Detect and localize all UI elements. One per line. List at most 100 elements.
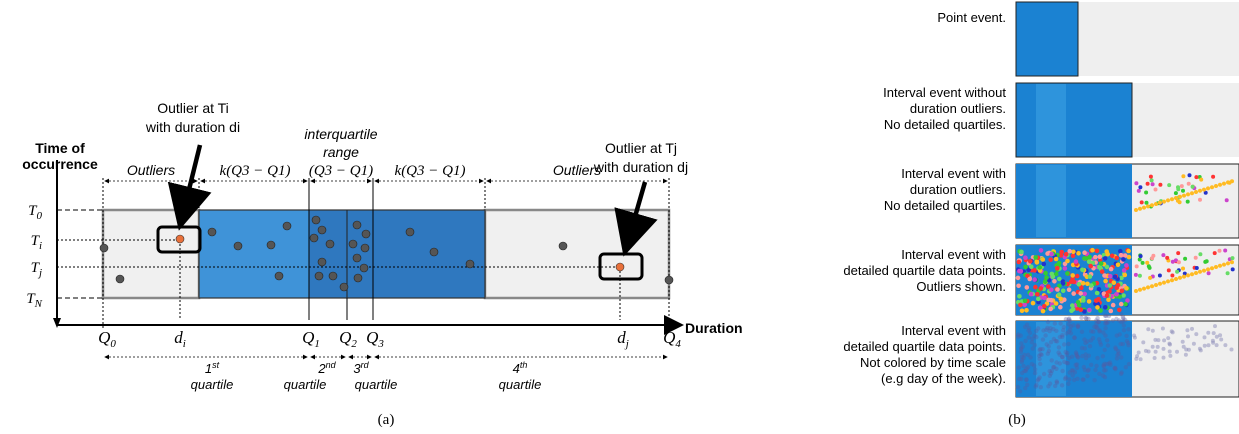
callout-right-line1: Outlier at Tj bbox=[605, 140, 677, 156]
event-dot bbox=[1033, 384, 1038, 389]
event-dot bbox=[1086, 259, 1092, 265]
event-dot bbox=[1023, 385, 1028, 391]
event-dot bbox=[1026, 328, 1031, 333]
quartile-1-ordinal: 1st bbox=[205, 360, 220, 376]
quartile-2-word: quartile bbox=[284, 377, 327, 392]
event-dot bbox=[1023, 264, 1028, 270]
event-dot bbox=[1075, 354, 1080, 359]
event-dot bbox=[1051, 336, 1057, 342]
event-dot bbox=[1030, 300, 1036, 306]
event-dot bbox=[1219, 337, 1224, 342]
event-dot bbox=[1123, 317, 1128, 323]
event-dot bbox=[1222, 262, 1226, 267]
event-dot bbox=[1093, 367, 1098, 373]
callout-right-line2: with duration dj bbox=[593, 159, 688, 175]
row-label-line: Point event. bbox=[937, 10, 1006, 25]
event-dot bbox=[1059, 383, 1065, 388]
event-dot bbox=[1194, 190, 1198, 194]
row-label-line: duration outliers. bbox=[910, 182, 1006, 197]
event-dot bbox=[1166, 268, 1171, 273]
data-point bbox=[311, 215, 321, 225]
event-dot bbox=[1103, 333, 1108, 338]
event-dot bbox=[1021, 363, 1026, 369]
event-dot bbox=[1066, 287, 1072, 293]
event-dot bbox=[1167, 349, 1172, 354]
event-dot bbox=[1092, 378, 1097, 383]
event-dot bbox=[1157, 273, 1162, 278]
row-label-line: Interval event with bbox=[901, 166, 1006, 181]
event-dot bbox=[1092, 324, 1097, 329]
event-dot bbox=[1023, 338, 1028, 344]
event-dot bbox=[1065, 258, 1070, 264]
event-dot bbox=[1170, 197, 1174, 202]
event-dot bbox=[1053, 301, 1059, 306]
x-tick-di: di bbox=[174, 328, 186, 350]
event-dot bbox=[1126, 361, 1132, 367]
event-dot bbox=[1019, 347, 1024, 352]
event-dot bbox=[1149, 178, 1154, 183]
event-dot bbox=[1142, 286, 1146, 291]
event-dot bbox=[1033, 284, 1038, 290]
event-dot bbox=[1076, 355, 1081, 360]
event-dot bbox=[1185, 199, 1190, 204]
event-dot bbox=[1198, 197, 1202, 202]
event-dot bbox=[1086, 367, 1091, 372]
event-dot bbox=[1102, 273, 1107, 278]
event-dot bbox=[1026, 267, 1031, 273]
event-dot bbox=[1040, 337, 1046, 342]
event-dot bbox=[1121, 293, 1126, 298]
event-dot bbox=[1051, 365, 1056, 370]
event-dot bbox=[1094, 248, 1100, 254]
event-dot bbox=[1138, 185, 1143, 190]
event-dot bbox=[1102, 313, 1108, 318]
event-dot bbox=[1023, 368, 1028, 374]
event-dot bbox=[1204, 259, 1209, 264]
event-dot bbox=[1168, 342, 1172, 347]
event-dot bbox=[1049, 368, 1055, 373]
event-dot bbox=[1018, 349, 1024, 355]
event-dot bbox=[1134, 289, 1138, 293]
event-dot bbox=[1144, 190, 1149, 195]
event-dot bbox=[1114, 333, 1120, 338]
event-dot bbox=[1166, 198, 1170, 203]
event-dot bbox=[1126, 340, 1131, 346]
event-dot bbox=[1096, 287, 1102, 292]
event-dot bbox=[1067, 248, 1072, 254]
x-tick-q3: Q3 bbox=[366, 328, 384, 350]
event-dot bbox=[1033, 255, 1038, 260]
event-dot bbox=[1124, 286, 1129, 291]
event-dot bbox=[1038, 346, 1043, 352]
event-dot bbox=[1202, 343, 1207, 348]
event-dot bbox=[1176, 185, 1180, 190]
event-dot bbox=[1029, 264, 1034, 270]
event-dot bbox=[1139, 200, 1144, 205]
event-dot bbox=[1071, 279, 1077, 285]
event-dot bbox=[1214, 343, 1219, 348]
event-dot bbox=[1119, 355, 1124, 360]
event-dot bbox=[1100, 354, 1106, 359]
event-dot bbox=[1056, 260, 1062, 266]
callout-arrow-left bbox=[167, 144, 212, 231]
x-tick-q2: Q2 bbox=[339, 328, 357, 350]
event-dot bbox=[1095, 355, 1100, 361]
event-dot bbox=[1070, 253, 1076, 259]
data-point bbox=[360, 243, 370, 253]
event-dot bbox=[1116, 318, 1122, 323]
event-dot bbox=[1037, 347, 1042, 353]
event-dot bbox=[1210, 266, 1214, 271]
event-dot bbox=[1106, 319, 1111, 324]
event-dot bbox=[1073, 259, 1079, 264]
event-dot bbox=[1114, 285, 1119, 291]
event-dot bbox=[1186, 273, 1190, 278]
event-dot bbox=[1106, 361, 1112, 366]
event-dot bbox=[1047, 369, 1052, 374]
event-dot bbox=[1174, 196, 1178, 200]
event-dot bbox=[1121, 257, 1126, 262]
panel-b-examples: Point event.Interval event withoutdurati… bbox=[843, 1, 1239, 428]
event-dot bbox=[1058, 321, 1063, 326]
event-dot bbox=[1041, 371, 1047, 377]
event-dot bbox=[1223, 343, 1228, 348]
event-dot bbox=[1117, 307, 1122, 313]
event-dot bbox=[1061, 328, 1066, 333]
event-dot bbox=[1051, 327, 1056, 332]
